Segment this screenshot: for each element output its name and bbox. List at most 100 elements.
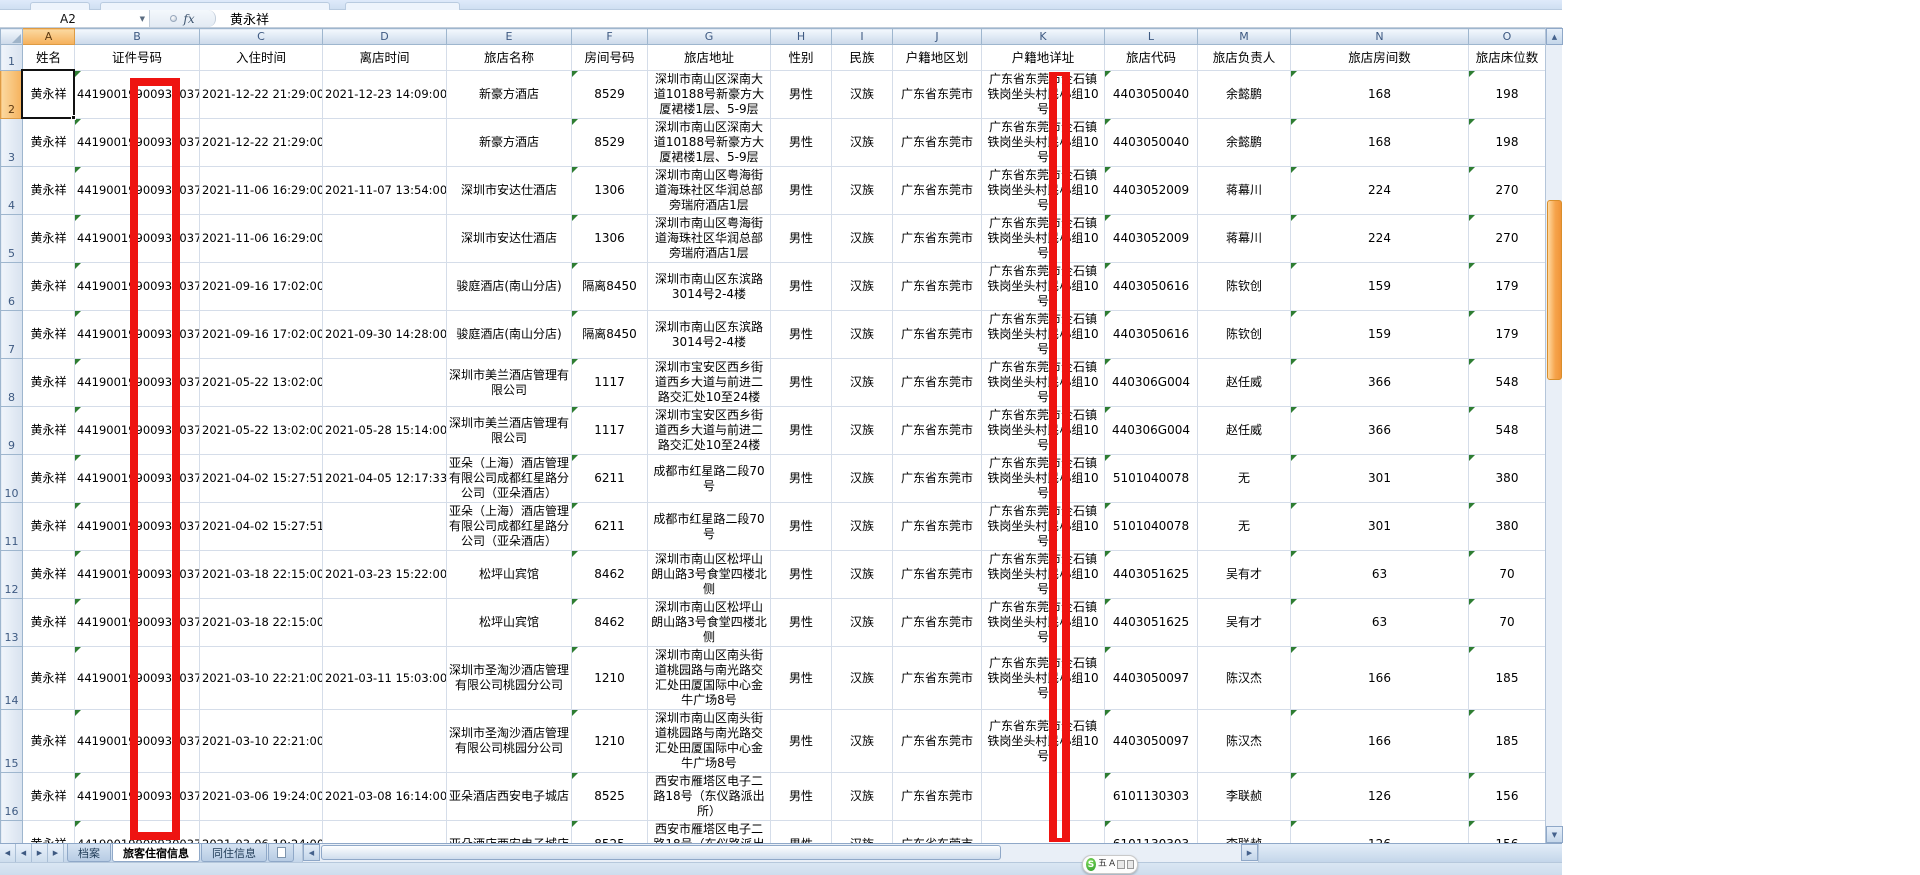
- cell-J9[interactable]: 广东省东莞市: [892, 406, 982, 455]
- cell-O15[interactable]: 185: [1468, 709, 1545, 773]
- cell-L14[interactable]: 4403050097: [1104, 646, 1198, 710]
- cell-N4[interactable]: 224: [1290, 166, 1469, 215]
- column-header-G[interactable]: G: [647, 28, 771, 45]
- cell-D8[interactable]: [322, 358, 447, 407]
- cell-G8[interactable]: 深圳市宝安区西乡街道西乡大道与前进二路交汇处10至24楼: [647, 358, 771, 407]
- vertical-scroll-thumb[interactable]: [1547, 200, 1562, 380]
- cell-B15[interactable]: 441900199009300376: [74, 709, 200, 773]
- cell-C7[interactable]: 2021-09-16 17:02:00: [199, 310, 323, 359]
- cell-A6[interactable]: 黄永祥: [22, 262, 75, 311]
- cell-A11[interactable]: 黄永祥: [22, 502, 75, 551]
- cell-K11[interactable]: 广东省东莞市企石镇铁岗坐头村民小组10号: [981, 502, 1105, 551]
- cell-E14[interactable]: 深圳市圣淘沙酒店管理有限公司桃园分公司: [446, 646, 572, 710]
- column-header-N[interactable]: N: [1290, 28, 1469, 45]
- cell-M3[interactable]: 余懿鹏: [1197, 118, 1291, 167]
- cell-O5[interactable]: 270: [1468, 214, 1545, 263]
- cell-I13[interactable]: 汉族: [831, 598, 893, 647]
- field-label-I1[interactable]: 民族: [831, 44, 893, 71]
- formula-bar-input[interactable]: 黄永祥: [230, 13, 270, 28]
- cell-O9[interactable]: 548: [1468, 406, 1545, 455]
- cell-O6[interactable]: 179: [1468, 262, 1545, 311]
- cell-A5[interactable]: 黄永祥: [22, 214, 75, 263]
- cell-I3[interactable]: 汉族: [831, 118, 893, 167]
- name-box[interactable]: A2 ▼: [22, 10, 150, 27]
- cell-M16[interactable]: 李联赪: [1197, 772, 1291, 821]
- cell-L8[interactable]: 440306G004: [1104, 358, 1198, 407]
- cell-F12[interactable]: 8462: [571, 550, 648, 599]
- cell-A15[interactable]: 黄永祥: [22, 709, 75, 773]
- cell-A14[interactable]: 黄永祥: [22, 646, 75, 710]
- tab-scroll-button-2[interactable]: ▶: [32, 844, 48, 862]
- cell-K8[interactable]: 广东省东莞市企石镇铁岗坐头村民小组10号: [981, 358, 1105, 407]
- cell-H17[interactable]: 男性: [770, 820, 832, 843]
- cell-D15[interactable]: [322, 709, 447, 773]
- cell-G17[interactable]: 西安市雁塔区电子二路18号（东仪路派出所）: [647, 820, 771, 843]
- cell-K10[interactable]: 广东省东莞市企石镇铁岗坐头村民小组10号: [981, 454, 1105, 503]
- cell-M17[interactable]: 李联赪: [1197, 820, 1291, 843]
- cell-E12[interactable]: 松坪山宾馆: [446, 550, 572, 599]
- cell-O10[interactable]: 380: [1468, 454, 1545, 503]
- column-header-K[interactable]: K: [981, 28, 1105, 45]
- cell-C15[interactable]: 2021-03-10 22:21:00: [199, 709, 323, 773]
- row-header-13[interactable]: 13: [0, 598, 23, 647]
- sheet-tab-旅客住宿信息[interactable]: 旅客住宿信息: [112, 844, 200, 862]
- row-header-12[interactable]: 12: [0, 550, 23, 599]
- cell-B8[interactable]: 441900199009300376: [74, 358, 200, 407]
- cell-F7[interactable]: 隔离8450: [571, 310, 648, 359]
- cell-M10[interactable]: 无: [1197, 454, 1291, 503]
- cell-L15[interactable]: 4403050097: [1104, 709, 1198, 773]
- row-header-17[interactable]: 17: [0, 820, 23, 843]
- cell-E10[interactable]: 亚朵（上海）酒店管理有限公司成都红星路分公司（亚朵酒店）: [446, 454, 572, 503]
- cell-M6[interactable]: 陈钦创: [1197, 262, 1291, 311]
- cell-I2[interactable]: 汉族: [831, 70, 893, 119]
- cell-C10[interactable]: 2021-04-02 15:27:51: [199, 454, 323, 503]
- insert-worksheet-tab[interactable]: [268, 844, 294, 862]
- cell-K3[interactable]: 广东省东莞市企石镇铁岗坐头村民小组10号: [981, 118, 1105, 167]
- cell-G13[interactable]: 深圳市南山区松坪山朗山路3号食堂四楼北侧: [647, 598, 771, 647]
- scroll-down-button[interactable]: ▼: [1546, 826, 1563, 843]
- cell-I14[interactable]: 汉族: [831, 646, 893, 710]
- field-label-J1[interactable]: 户籍地区划: [892, 44, 982, 71]
- column-header-A[interactable]: A: [22, 28, 75, 45]
- cell-I7[interactable]: 汉族: [831, 310, 893, 359]
- cell-A7[interactable]: 黄永祥: [22, 310, 75, 359]
- cell-B7[interactable]: 441900199009300376: [74, 310, 200, 359]
- cell-O12[interactable]: 70: [1468, 550, 1545, 599]
- row-header-6[interactable]: 6: [0, 262, 23, 311]
- cell-L11[interactable]: 5101040078: [1104, 502, 1198, 551]
- column-header-E[interactable]: E: [446, 28, 572, 45]
- cell-B6[interactable]: 441900199009300376: [74, 262, 200, 311]
- cell-A17[interactable]: 黄永祥: [22, 820, 75, 843]
- horizontal-scroll-thumb[interactable]: [321, 845, 1001, 860]
- cell-D13[interactable]: [322, 598, 447, 647]
- cell-L17[interactable]: 6101130303: [1104, 820, 1198, 843]
- cell-F13[interactable]: 8462: [571, 598, 648, 647]
- ime-mode-glyph[interactable]: A: [1109, 859, 1116, 869]
- ime-mode-glyph[interactable]: 五: [1098, 859, 1108, 869]
- cell-M14[interactable]: 陈汉杰: [1197, 646, 1291, 710]
- cell-G4[interactable]: 深圳市南山区粤海街道海珠社区华润总部旁瑞府酒店1层: [647, 166, 771, 215]
- cell-H4[interactable]: 男性: [770, 166, 832, 215]
- cell-I6[interactable]: 汉族: [831, 262, 893, 311]
- cell-F5[interactable]: 1306: [571, 214, 648, 263]
- cell-C9[interactable]: 2021-05-22 13:02:00: [199, 406, 323, 455]
- cell-K5[interactable]: 广东省东莞市企石镇铁岗坐头村民小组10号: [981, 214, 1105, 263]
- row-header-4[interactable]: 4: [0, 166, 23, 215]
- cell-I16[interactable]: 汉族: [831, 772, 893, 821]
- cell-H9[interactable]: 男性: [770, 406, 832, 455]
- cell-J4[interactable]: 广东省东莞市: [892, 166, 982, 215]
- cell-G5[interactable]: 深圳市南山区粤海街道海珠社区华润总部旁瑞府酒店1层: [647, 214, 771, 263]
- cell-H7[interactable]: 男性: [770, 310, 832, 359]
- cell-G12[interactable]: 深圳市南山区松坪山朗山路3号食堂四楼北侧: [647, 550, 771, 599]
- ime-toolbar[interactable]: S 五 A: [1082, 855, 1138, 874]
- row-header-1[interactable]: 1: [0, 44, 23, 71]
- cell-H6[interactable]: 男性: [770, 262, 832, 311]
- cell-D14[interactable]: 2021-03-11 15:03:00: [322, 646, 447, 710]
- cell-L12[interactable]: 4403051625: [1104, 550, 1198, 599]
- cell-L5[interactable]: 4403052009: [1104, 214, 1198, 263]
- column-header-M[interactable]: M: [1197, 28, 1291, 45]
- cell-G14[interactable]: 深圳市南山区南头街道桃园路与南光路交汇处田厦国际中心金牛广场8号: [647, 646, 771, 710]
- cell-N10[interactable]: 301: [1290, 454, 1469, 503]
- row-header-11[interactable]: 11: [0, 502, 23, 551]
- cell-H10[interactable]: 男性: [770, 454, 832, 503]
